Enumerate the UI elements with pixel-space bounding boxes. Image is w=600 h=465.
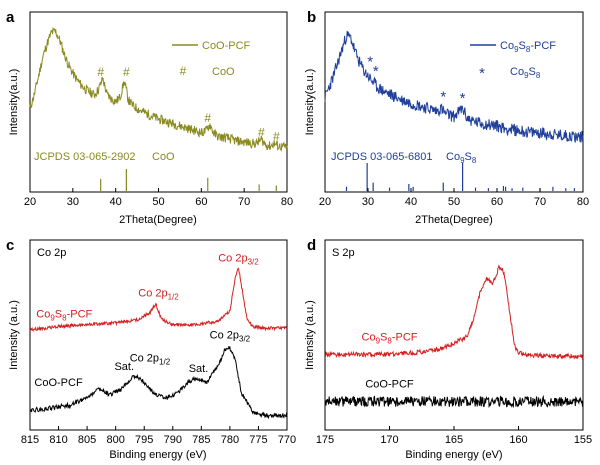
x-tick-label-d: 155 xyxy=(574,434,592,446)
x-tick-label-c: 785 xyxy=(192,434,210,446)
peak-marker-b: * xyxy=(373,63,379,80)
x-tick-label-b: 80 xyxy=(577,196,589,208)
x-axis-label-d: Binding energy (eV) xyxy=(405,449,502,461)
x-tick-label-c: 770 xyxy=(278,434,296,446)
x-axis-label-c: Binding energy (eV) xyxy=(109,449,206,461)
panel-c: c Co 2p Co 2p3/2Co 2p1/2Co9S8-PCFSat.Co … xyxy=(6,237,296,461)
panel-letter-d: d xyxy=(307,237,316,254)
y-axis-label-c: Intensity (a.u.) xyxy=(8,300,20,370)
plot-area-b: *** * xyxy=(324,30,584,191)
x-tick-label-c: 815 xyxy=(21,434,39,446)
legend-marker-a: # xyxy=(180,64,187,78)
x-tick-label-b: 20 xyxy=(319,196,331,208)
peak-label: Co 2p3/2 xyxy=(218,253,259,267)
legend-marker-label-b: Co9S8 xyxy=(510,66,541,80)
x-tick-label-d: 175 xyxy=(316,434,334,446)
peak-label: Sat. xyxy=(114,361,134,373)
reference-label-b: JCPDS 03-065-6801 xyxy=(331,151,433,163)
series-line-coo-pcf-s2p xyxy=(324,394,584,409)
reference-label-a: JCPDS 03-065-2902 xyxy=(34,151,136,163)
panel-letter-a: a xyxy=(6,9,15,26)
peak-label: Co9S8-PCF xyxy=(36,309,92,323)
panel-title-d: S 2p xyxy=(332,247,355,259)
x-tick-label-b: 50 xyxy=(448,196,460,208)
series-line-co9s8-pcf-co2p xyxy=(29,267,288,333)
plot-area-d: Co9S8-PCF CoO-PCF xyxy=(324,264,584,409)
x-tick-label-b: 40 xyxy=(405,196,417,208)
peak-marker-a: # xyxy=(204,111,211,125)
x-tick-label-b: 30 xyxy=(362,196,374,208)
panel-letter-c: c xyxy=(6,237,14,254)
series-line-coo-pcf xyxy=(29,26,288,152)
peak-label: CoO-PCF xyxy=(34,377,83,389)
axes-frame-c xyxy=(29,239,288,431)
peak-label: Co 2p1/2 xyxy=(130,352,171,366)
legend-marker-label-a: CoO xyxy=(212,66,235,78)
x-ticks-c: 815 810 805 800 795 790 785 780 775 770 xyxy=(21,426,296,446)
y-axis-label-a: Intensity(a.u.) xyxy=(8,69,20,136)
x-tick-label-c: 800 xyxy=(106,434,124,446)
x-tick-label-c: 775 xyxy=(249,434,267,446)
x-tick-label-d: 170 xyxy=(380,434,398,446)
x-tick-label-a: 30 xyxy=(67,196,79,208)
x-tick-label-a: 60 xyxy=(195,196,207,208)
x-tick-label-c: 810 xyxy=(49,434,67,446)
x-ticks-d: 175 170 165 160 155 xyxy=(316,426,592,446)
reference-phase-b: Co9S8 xyxy=(446,151,477,165)
peak-label: Co9S8-PCF xyxy=(362,331,418,345)
x-tick-label-c: 790 xyxy=(164,434,182,446)
x-axis-label-b: 2Theta(Degree) xyxy=(415,214,493,226)
series-line-coo-pcf-co2p xyxy=(29,346,288,420)
x-tick-label-c: 780 xyxy=(221,434,239,446)
series-line-co9s8-pcf-s2p xyxy=(324,264,584,361)
peak-label: Co 2p3/2 xyxy=(210,330,251,344)
peak-marker-b: * xyxy=(440,89,446,106)
x-tick-label-b: 60 xyxy=(491,196,503,208)
panel-title-c: Co 2p xyxy=(37,247,66,259)
legend-marker-b: * xyxy=(479,65,485,82)
peak-marker-b: * xyxy=(367,53,373,70)
panel-a: a # # # # # 20 30 40 50 60 70 80 2Theta(Degree) In… xyxy=(6,9,293,226)
peak-label: Co 2p1/2 xyxy=(138,288,179,302)
peak-marker-a: # xyxy=(123,65,130,79)
y-axis-label-d: Intensity (a.u.) xyxy=(304,300,316,370)
x-tick-label-d: 165 xyxy=(445,434,463,446)
peak-marker-b: * xyxy=(460,90,466,107)
axes-frame-b xyxy=(324,11,584,193)
axes-frame-a xyxy=(29,11,288,193)
reference-phase-a: CoO xyxy=(152,151,175,163)
peak-marker-a: # xyxy=(258,126,265,140)
x-ticks-a: 20 30 40 50 60 70 80 xyxy=(24,188,293,208)
x-tick-label-a: 80 xyxy=(281,196,293,208)
peak-marker-a: # xyxy=(97,65,104,79)
x-tick-label-a: 50 xyxy=(152,196,164,208)
legend-label-a: CoO-PCF xyxy=(202,40,251,52)
x-tick-label-a: 40 xyxy=(110,196,122,208)
x-tick-label-b: 70 xyxy=(534,196,546,208)
x-tick-label-d: 160 xyxy=(509,434,527,446)
peak-label: CoO-PCF xyxy=(365,379,414,391)
y-axis-label-b: Intensity(a.u.) xyxy=(304,69,316,136)
x-tick-label-c: 805 xyxy=(78,434,96,446)
x-ticks-b: 20 30 40 50 60 70 80 xyxy=(319,188,589,208)
legend-label-b: Co9S8-PCF xyxy=(500,40,556,54)
peak-label: Sat. xyxy=(189,363,209,375)
x-tick-label-c: 795 xyxy=(135,434,153,446)
x-tick-label-a: 70 xyxy=(238,196,250,208)
panel-b: b *** * 20 30 40 50 60 70 80 2Theta(Degree) Int… xyxy=(304,9,589,226)
x-tick-label-a: 20 xyxy=(24,196,36,208)
plot-area-a: # # # # # xyxy=(29,26,288,191)
x-axis-label-a: 2Theta(Degree) xyxy=(119,214,197,226)
peak-marker-a: # xyxy=(273,130,280,144)
panel-letter-b: b xyxy=(307,9,316,26)
series-line-co9s8-pcf xyxy=(324,30,584,143)
